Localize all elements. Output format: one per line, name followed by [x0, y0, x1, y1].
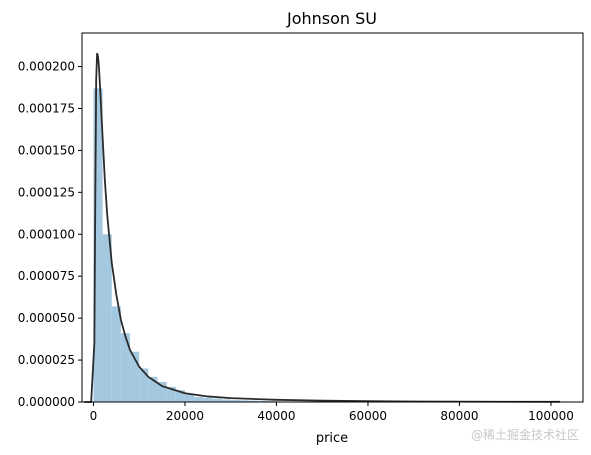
- histogram-bar-18: [258, 400, 268, 402]
- x-axis-label: price: [316, 431, 348, 446]
- histogram-bar-9: [175, 390, 185, 402]
- y-axis-ticks: 0.000000 0.000025 0.000050 0.000075 0.000100…: [18, 60, 82, 409]
- x-tick-label-5: 100000: [528, 409, 574, 423]
- histogram-bar-6: [148, 376, 158, 402]
- y-tick-label-2: 0.000050: [18, 311, 75, 325]
- x-tick-label-4: 80000: [440, 409, 478, 423]
- chart-title: Johnson SU: [286, 9, 377, 28]
- y-tick-label-6: 0.000150: [18, 143, 75, 157]
- histogram-bars: [93, 88, 277, 402]
- y-tick-label-0: 0.000000: [18, 395, 75, 409]
- histogram-bar-8: [166, 386, 176, 402]
- histogram-bar-17: [249, 400, 259, 402]
- y-tick-label-3: 0.000075: [18, 269, 75, 283]
- histogram-bar-3: [120, 333, 131, 402]
- histogram-bar-13: [212, 398, 222, 402]
- histogram-bar-15: [230, 399, 240, 402]
- y-tick-label-8: 0.000200: [18, 60, 75, 74]
- histogram-bar-11: [194, 396, 204, 402]
- y-tick-label-4: 0.000100: [18, 227, 75, 241]
- histogram-bar-7: [157, 381, 167, 402]
- histogram-bar-10: [184, 393, 195, 402]
- histogram-bar-12: [203, 397, 213, 402]
- histogram-bar-0: [93, 88, 103, 402]
- x-tick-label-3: 60000: [349, 409, 387, 423]
- y-tick-label-7: 0.000175: [18, 101, 75, 115]
- fit-curve-line: [84, 52, 561, 403]
- histogram-bar-4: [130, 351, 140, 402]
- y-tick-label-5: 0.000125: [18, 185, 75, 199]
- watermark: @稀土掘金技术社区: [470, 428, 579, 442]
- histogram-bar-14: [221, 399, 231, 402]
- y-tick-label-1: 0.000025: [18, 353, 75, 367]
- histogram-bar-2: [111, 306, 121, 402]
- x-tick-label-2: 40000: [257, 409, 295, 423]
- x-tick-label-1: 20000: [166, 409, 204, 423]
- axes-frame: [81, 32, 584, 403]
- histogram-bar-1: [102, 234, 112, 402]
- x-axis-ticks: 0 20000 40000 60000 80000 100000: [90, 402, 574, 423]
- histogram-bar-5: [139, 368, 149, 402]
- x-tick-label-0: 0: [90, 409, 98, 423]
- histogram-bar-16: [239, 400, 249, 402]
